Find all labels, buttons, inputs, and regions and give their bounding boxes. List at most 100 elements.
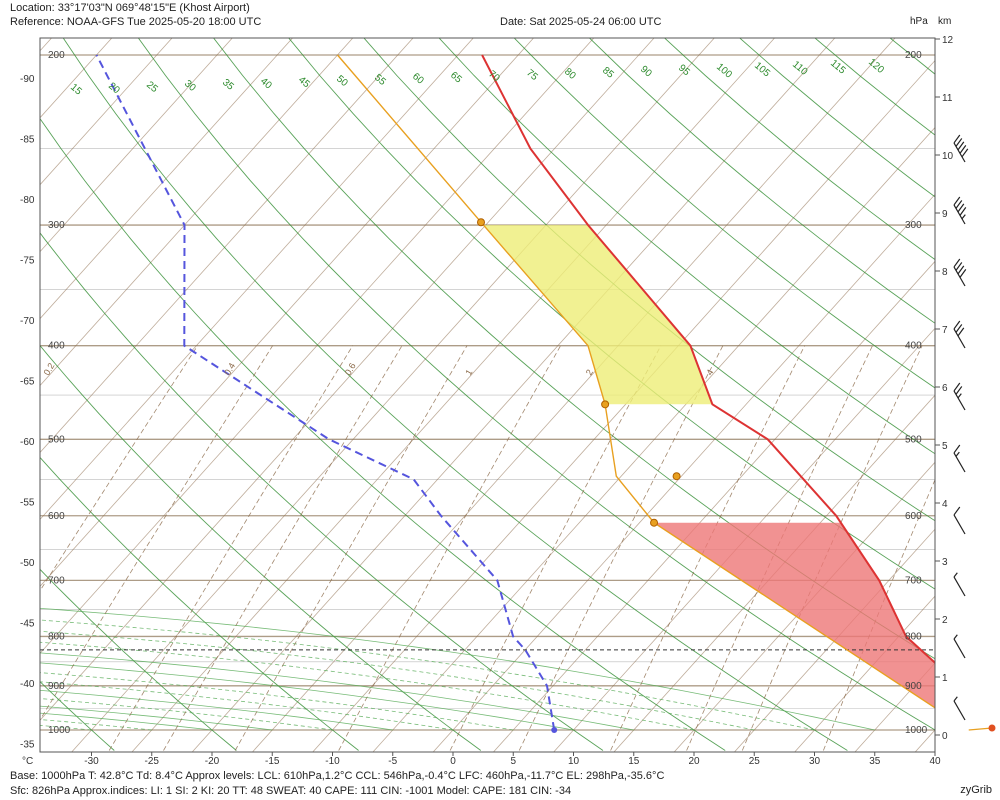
km-tick-label-8: 8 <box>942 267 948 278</box>
wind-barb-flag-9--18 <box>955 138 963 147</box>
left-tick-label-3: -75 <box>20 256 35 267</box>
dry-adiabat-label-12: 75 <box>524 67 540 83</box>
mixing-ratio-label-2: 0.4 <box>222 361 237 377</box>
wind-barb-2 <box>953 572 966 597</box>
isobar-label-right-900: 900 <box>905 681 922 692</box>
isobar-label-left-500: 500 <box>48 434 65 445</box>
left-tick-label-7: -55 <box>20 498 35 509</box>
isotherm--20 <box>191 38 836 752</box>
dewpoint-curve <box>95 54 556 731</box>
wind-barb-half-0 <box>953 696 958 702</box>
mixing-ratio-10 <box>610 345 806 751</box>
left-tick-label-1: -85 <box>20 135 35 146</box>
plot-frame <box>39 37 936 753</box>
left-tick-label-5: -65 <box>20 377 35 388</box>
left-tick-label-0: -90 <box>20 74 35 85</box>
km-tick-label-3: 3 <box>942 557 948 568</box>
isotherm--65 <box>40 38 294 320</box>
left-tick-label-2: -80 <box>20 195 35 206</box>
wind-barb-flag-8--10 <box>959 207 967 216</box>
isotherm-20 <box>673 461 935 752</box>
wind-barb-6 <box>953 320 966 349</box>
marker-lcl <box>650 518 659 527</box>
left-tick-label-4: -70 <box>20 316 35 327</box>
x-tick-label-20: 20 <box>688 756 700 767</box>
isotherm--40 <box>40 38 595 654</box>
dry-adiabat-label-17: 100 <box>714 61 734 80</box>
isotherm--35 <box>40 38 655 721</box>
wind-barb-flag-5--18 <box>955 386 963 395</box>
moist-adiabat-20 <box>40 641 695 731</box>
isotherm--30 <box>71 38 715 752</box>
footer-levels-line: Base: 1000hPa T: 42.8°C Td: 8.4°C Approx… <box>10 770 665 782</box>
isobar-label-right-600: 600 <box>905 511 922 522</box>
isotherm--75 <box>40 38 173 186</box>
isobar-label-right-1000: 1000 <box>905 725 928 736</box>
isobar-label-right-800: 800 <box>905 631 922 642</box>
km-tick-label-1: 1 <box>942 673 948 684</box>
mixing-ratio-label-4: 1 <box>463 368 474 377</box>
isotherm--55 <box>40 38 414 454</box>
dry-adiabat-20 <box>40 117 726 751</box>
x-tick-label-30: 30 <box>809 756 821 767</box>
isobar-label-left-1000: 1000 <box>48 725 71 736</box>
isotherm-15 <box>613 394 935 752</box>
km-unit-label: km <box>938 16 952 27</box>
isobar-label-left-900: 900 <box>48 681 65 692</box>
reference-label: Reference: NOAA-GFS Tue 2025-05-20 18:00… <box>10 16 262 28</box>
isobar-label-right-200: 200 <box>905 50 922 61</box>
x-tick-label-0: 0 <box>450 756 456 767</box>
isotherm--25 <box>131 38 776 752</box>
dry-adiabat-label-18: 105 <box>752 60 772 79</box>
wind-barb-8 <box>953 196 967 225</box>
km-tick-label-9: 9 <box>942 209 948 220</box>
left-tick-label-9: -45 <box>20 619 35 630</box>
x-tick-label-10: 10 <box>568 756 580 767</box>
mixing-ratio-4 <box>449 345 662 751</box>
wind-barb-staff-4 <box>953 452 966 473</box>
dry-adiabat-label-13: 80 <box>562 66 578 82</box>
moist-adiabat--30 <box>40 725 92 731</box>
wind-barb-flag-8--14 <box>957 203 965 213</box>
x-tick-label-25: 25 <box>749 756 761 767</box>
wind-barb-flag-7--18 <box>955 262 963 271</box>
km-tick-label-11: 11 <box>942 93 953 104</box>
dry-adiabat-label-8: 55 <box>372 72 388 88</box>
x-tick-label--30: -30 <box>84 756 99 767</box>
wind-barb-flag-7--14 <box>957 265 965 275</box>
isobar-label-left-300: 300 <box>48 220 65 231</box>
km-tick-label-0: 0 <box>942 731 948 742</box>
footer-indices-line: Sfc: 826hPa Approx.indices: LI: 1 SI: 2 … <box>10 785 572 797</box>
brand-label: zyGrib <box>960 784 992 796</box>
mixing-ratio-0.1 <box>40 345 198 592</box>
left-tick-label-10: -40 <box>20 679 35 690</box>
isobar-label-right-700: 700 <box>905 575 922 586</box>
dry-adiabat-30 <box>62 38 848 751</box>
isotherm-5 <box>492 260 935 752</box>
wind-barb-half-1 <box>953 634 958 640</box>
isotherm--70 <box>40 38 233 253</box>
mixing-ratio-0.4 <box>108 345 354 751</box>
wind-barb-staff-8 <box>953 204 966 225</box>
wind-barb-flag-6--14 <box>957 327 965 337</box>
wind-barb-half-5 <box>957 393 962 399</box>
wind-barb-staff-5 <box>953 390 966 411</box>
km-tick-label-12: 12 <box>942 35 954 46</box>
km-tick-label-10: 10 <box>942 151 954 162</box>
wind-barb-half-8 <box>961 214 966 220</box>
isobar-label-left-200: 200 <box>48 50 65 61</box>
wind-barb-flag-8--22 <box>953 196 961 206</box>
x-tick-label-5: 5 <box>510 756 516 767</box>
isotherm--15 <box>251 38 896 752</box>
hpa-unit-label: hPa <box>910 16 928 27</box>
dry-adiabat-90 <box>513 38 935 389</box>
isobar-label-right-500: 500 <box>905 434 922 445</box>
left-tick-label-8: -50 <box>20 558 35 569</box>
wind-barb-staff-6 <box>953 328 966 349</box>
wind-barb-flag-7--10 <box>959 269 967 278</box>
moist-adiabat-5 <box>40 672 514 731</box>
dry-adiabat-label-5: 40 <box>258 76 274 92</box>
km-tick-label-2: 2 <box>942 615 948 626</box>
km-tick-label-6: 6 <box>942 383 948 394</box>
